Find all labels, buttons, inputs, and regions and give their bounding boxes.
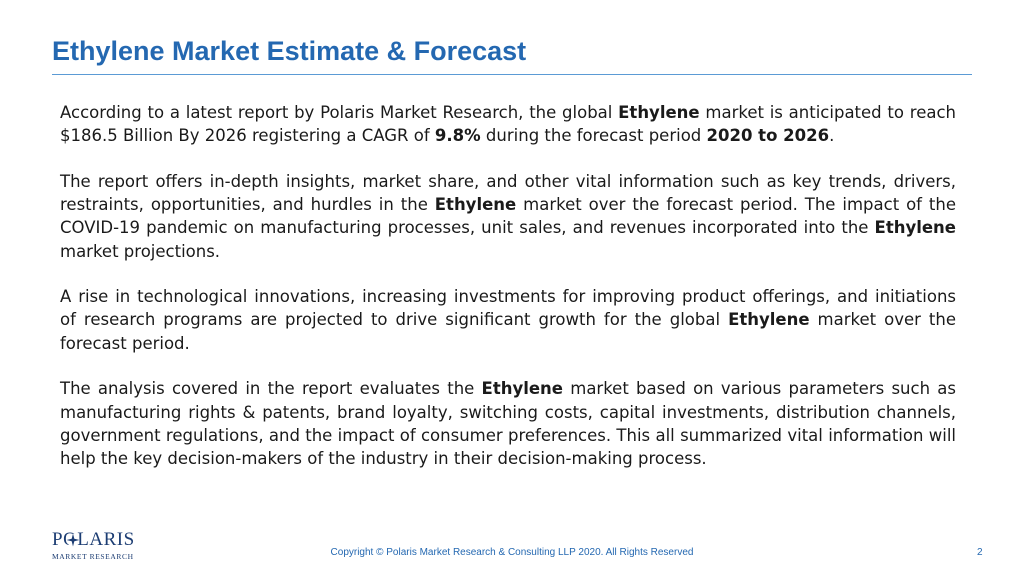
body-text: market projections. bbox=[60, 241, 221, 261]
page-number: 2 bbox=[977, 547, 983, 558]
paragraph-3: A rise in technological innovations, inc… bbox=[60, 285, 956, 355]
body-text: According to a latest report by Polaris … bbox=[60, 103, 619, 122]
body-text: . bbox=[829, 126, 835, 146]
body-text: The report offers in-depth insights, mar… bbox=[60, 171, 956, 215]
copyright-text: Copyright © Polaris Market Research & Co… bbox=[330, 547, 694, 558]
paragraph-2: The report offers in-depth insights, mar… bbox=[60, 170, 956, 263]
body-text: A rise in technological innovations, inc… bbox=[60, 287, 956, 330]
slide-title: Ethylene Market Estimate & Forecast bbox=[52, 36, 527, 66]
body-text: market over the forecast period. The imp… bbox=[60, 195, 957, 238]
body-text: during the forecast period bbox=[480, 126, 707, 146]
emphasis-text: Ethylene bbox=[728, 310, 810, 330]
body-text: The analysis covered in the report evalu… bbox=[60, 379, 482, 399]
emphasis-text: Ethylene bbox=[874, 218, 956, 238]
emphasis-text: Ethylene bbox=[481, 379, 563, 399]
title-divider bbox=[52, 74, 972, 75]
emphasis-text: 2020 to 2026 bbox=[706, 126, 830, 146]
slide-body: According to a latest report by Polaris … bbox=[60, 101, 956, 493]
logo-subtitle: MARKET RESEARCH bbox=[52, 552, 134, 561]
paragraph-4: The analysis covered in the report evalu… bbox=[60, 377, 956, 470]
body-text: market based on various parameters such … bbox=[60, 379, 956, 468]
polaris-logo: POLARIS MARKET RESEARCH bbox=[52, 530, 134, 562]
paragraph-1: According to a latest report by Polaris … bbox=[60, 101, 956, 147]
star-icon bbox=[66, 533, 80, 547]
emphasis-text: 9.8% bbox=[434, 126, 481, 146]
body-text: market over the forecast period. bbox=[60, 310, 956, 353]
body-text: market is anticipated to reach $186.5 Bi… bbox=[60, 103, 956, 146]
emphasis-text: Ethylene bbox=[434, 195, 517, 215]
emphasis-text: Ethylene bbox=[618, 103, 700, 122]
